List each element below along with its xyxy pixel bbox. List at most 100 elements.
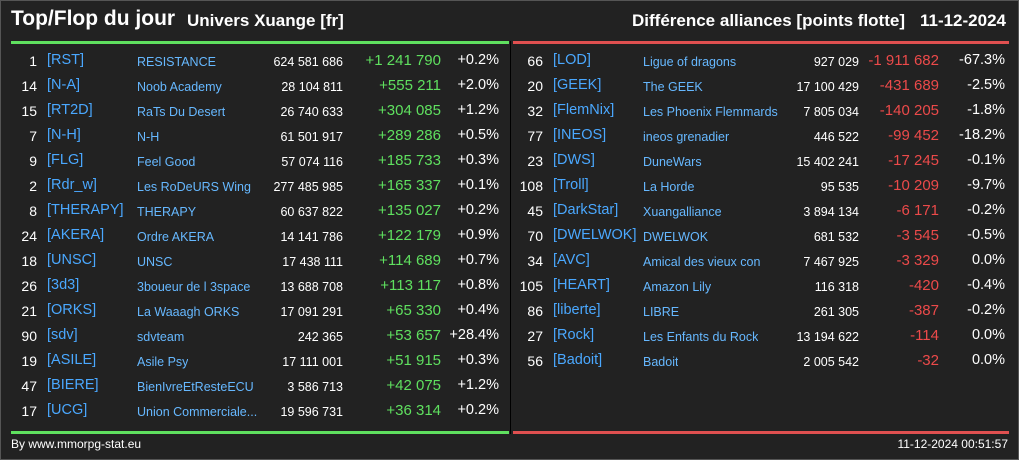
alliance-tag-link[interactable]: [Rock] xyxy=(553,327,595,343)
alliance-name-link[interactable]: Noob Academy xyxy=(137,80,222,94)
alliance-name-link[interactable]: LIBRE xyxy=(643,305,680,319)
alliance-tag-link[interactable]: [FLG] xyxy=(47,152,84,168)
rank-cell: 32 xyxy=(527,103,543,119)
percent-cell: -0.1% xyxy=(967,152,1005,168)
alliance-tag-link[interactable]: [INEOS] xyxy=(553,127,607,143)
alliance-name-link[interactable]: DWELWOK xyxy=(643,230,709,244)
rank-cell: 21 xyxy=(21,303,37,319)
difference-cell: +122 179 xyxy=(378,227,441,244)
alliance-name-link[interactable]: La Waaagh ORKS xyxy=(137,305,240,319)
alliance-name-link[interactable]: 3boueur de l 3space xyxy=(137,280,251,294)
alliance-tag-link[interactable]: [AVC] xyxy=(553,252,590,268)
alliance-name-link[interactable]: sdvteam xyxy=(137,330,185,344)
alliance-tag-link[interactable]: [RST] xyxy=(47,52,85,68)
rank-cell: 56 xyxy=(527,353,543,369)
alliance-name-link[interactable]: Les Enfants du Rock xyxy=(643,330,759,344)
alliance-tag-link[interactable]: [ASILE] xyxy=(47,352,97,368)
alliance-name-link[interactable]: Xuangalliance xyxy=(643,205,722,219)
percent-cell: +0.4% xyxy=(457,302,499,318)
rank-cell: 2 xyxy=(29,178,37,194)
alliance-tag-link[interactable]: [Badoit] xyxy=(553,352,603,368)
alliance-tag-link[interactable]: [THERAPY] xyxy=(47,202,124,218)
list-item: 14 [N-A] Noob Academy 28 104 811 +555 211 +2.… xyxy=(11,74,509,99)
alliance-name-link[interactable]: Amical des vieux con xyxy=(643,255,761,269)
alliance-name-link[interactable]: RaTs Du Desert xyxy=(137,105,226,119)
alliance-name-link[interactable]: Les RoDeURS Wing xyxy=(137,180,251,194)
rank-cell: 86 xyxy=(527,303,543,319)
rank-cell: 7 xyxy=(29,128,37,144)
alliance-name-link[interactable]: RESISTANCE xyxy=(137,55,216,69)
alliance-tag-link[interactable]: [DWS] xyxy=(553,152,595,168)
alliance-tag-link[interactable]: [Rdr_w] xyxy=(47,177,97,193)
rank-cell: 66 xyxy=(527,53,543,69)
flop-panel: 66 [LOD] Ligue of dragons 927 029 -1 911 682… xyxy=(513,41,1009,434)
alliance-name-link[interactable]: Badoit xyxy=(643,355,679,369)
percent-cell: +0.2% xyxy=(457,202,499,218)
alliance-name-link[interactable]: DuneWars xyxy=(643,155,702,169)
percent-cell: +0.8% xyxy=(457,277,499,293)
alliance-name-link[interactable]: BienIvreEtResteECU xyxy=(137,380,254,394)
alliance-name-link[interactable]: The GEEK xyxy=(643,80,703,94)
panel-divider xyxy=(510,41,511,434)
alliance-tag-link[interactable]: [FlemNix] xyxy=(553,102,615,118)
alliance-tag-link[interactable]: [DWELWOK] xyxy=(553,227,637,243)
alliance-name-link[interactable]: Union Commerciale... xyxy=(137,405,258,419)
points-cell: 60 637 822 xyxy=(280,205,343,219)
list-item: 77 [INEOS] ineos grenadier 446 522 -99 452 -1… xyxy=(513,124,1009,149)
bottom-divider-line xyxy=(513,431,1009,434)
alliance-tag-link[interactable]: [UNSC] xyxy=(47,252,97,268)
percent-cell: -18.2% xyxy=(959,127,1005,143)
alliance-name-link[interactable]: Amazon Lily xyxy=(643,280,712,294)
percent-cell: +0.5% xyxy=(457,127,499,143)
rank-cell: 27 xyxy=(527,328,543,344)
list-item: 45 [DarkStar] Xuangalliance 3 894 134 -6 171… xyxy=(513,199,1009,224)
alliance-tag-link[interactable]: [N-A] xyxy=(47,77,81,93)
list-item: 26 [3d3] 3boueur de l 3space 13 688 708 +113… xyxy=(11,274,509,299)
alliance-tag-link[interactable]: [RT2D] xyxy=(47,102,93,118)
alliance-tag-link[interactable]: [DarkStar] xyxy=(553,202,619,218)
alliance-name-link[interactable]: Ligue of dragons xyxy=(643,55,737,69)
percent-cell: +1.2% xyxy=(457,377,499,393)
percent-cell: -0.2% xyxy=(967,302,1005,318)
points-cell: 681 532 xyxy=(813,230,859,244)
alliance-tag-link[interactable]: [Troll] xyxy=(553,177,589,193)
credit-link[interactable]: By www.mmorpg-stat.eu xyxy=(11,437,142,451)
alliance-name-link[interactable]: UNSC xyxy=(137,255,173,269)
alliance-name-link[interactable]: Ordre AKERA xyxy=(137,230,215,244)
difference-cell: +114 689 xyxy=(379,252,441,269)
flop-list: 66 [LOD] Ligue of dragons 927 029 -1 911 682… xyxy=(513,49,1009,374)
alliance-tag-link[interactable]: [AKERA] xyxy=(47,227,105,243)
percent-cell: +1.2% xyxy=(457,102,499,118)
alliance-tag-link[interactable]: [3d3] xyxy=(47,277,80,293)
alliance-tag-link[interactable]: [BIERE] xyxy=(47,377,99,393)
percent-cell: -0.5% xyxy=(967,227,1005,243)
alliance-tag-link[interactable]: [LOD] xyxy=(553,52,591,68)
difference-cell: +304 085 xyxy=(378,102,441,119)
difference-cell: +555 211 xyxy=(379,77,441,94)
list-item: 24 [AKERA] Ordre AKERA 14 141 786 +122 179 +0… xyxy=(11,224,509,249)
points-cell: 57 074 116 xyxy=(281,155,343,169)
percent-cell: +0.1% xyxy=(457,177,499,193)
list-item: 23 [DWS] DuneWars 15 402 241 -17 245 -0.1% xyxy=(513,149,1009,174)
bottom-divider-line xyxy=(11,431,509,434)
rank-cell: 17 xyxy=(21,403,37,419)
rank-cell: 20 xyxy=(527,78,543,94)
alliance-name-link[interactable]: Les Phoenix Flemmards xyxy=(643,105,778,119)
alliance-tag-link[interactable]: [GEEK] xyxy=(553,77,602,93)
alliance-tag-link[interactable]: [HEART] xyxy=(553,277,610,293)
list-item: 19 [ASILE] Asile Psy 17 111 001 +51 915 +0.3% xyxy=(11,349,509,374)
alliance-name-link[interactable]: THERAPY xyxy=(137,205,197,219)
alliance-name-link[interactable]: N-H xyxy=(137,130,160,144)
alliance-name-link[interactable]: Feel Good xyxy=(137,155,196,169)
alliance-tag-link[interactable]: [N-H] xyxy=(47,127,81,143)
alliance-tag-link[interactable]: [UCG] xyxy=(47,402,88,418)
rank-cell: 45 xyxy=(527,203,543,219)
alliance-name-link[interactable]: La Horde xyxy=(643,180,695,194)
points-cell: 28 104 811 xyxy=(281,80,343,94)
alliance-tag-link[interactable]: [sdv] xyxy=(47,327,78,343)
alliance-tag-link[interactable]: [ORKS] xyxy=(47,302,97,318)
alliance-name-link[interactable]: ineos grenadier xyxy=(643,130,730,144)
alliance-tag-link[interactable]: [liberte] xyxy=(553,302,601,318)
alliance-name-link[interactable]: Asile Psy xyxy=(137,355,189,369)
percent-cell: +0.2% xyxy=(457,402,499,418)
